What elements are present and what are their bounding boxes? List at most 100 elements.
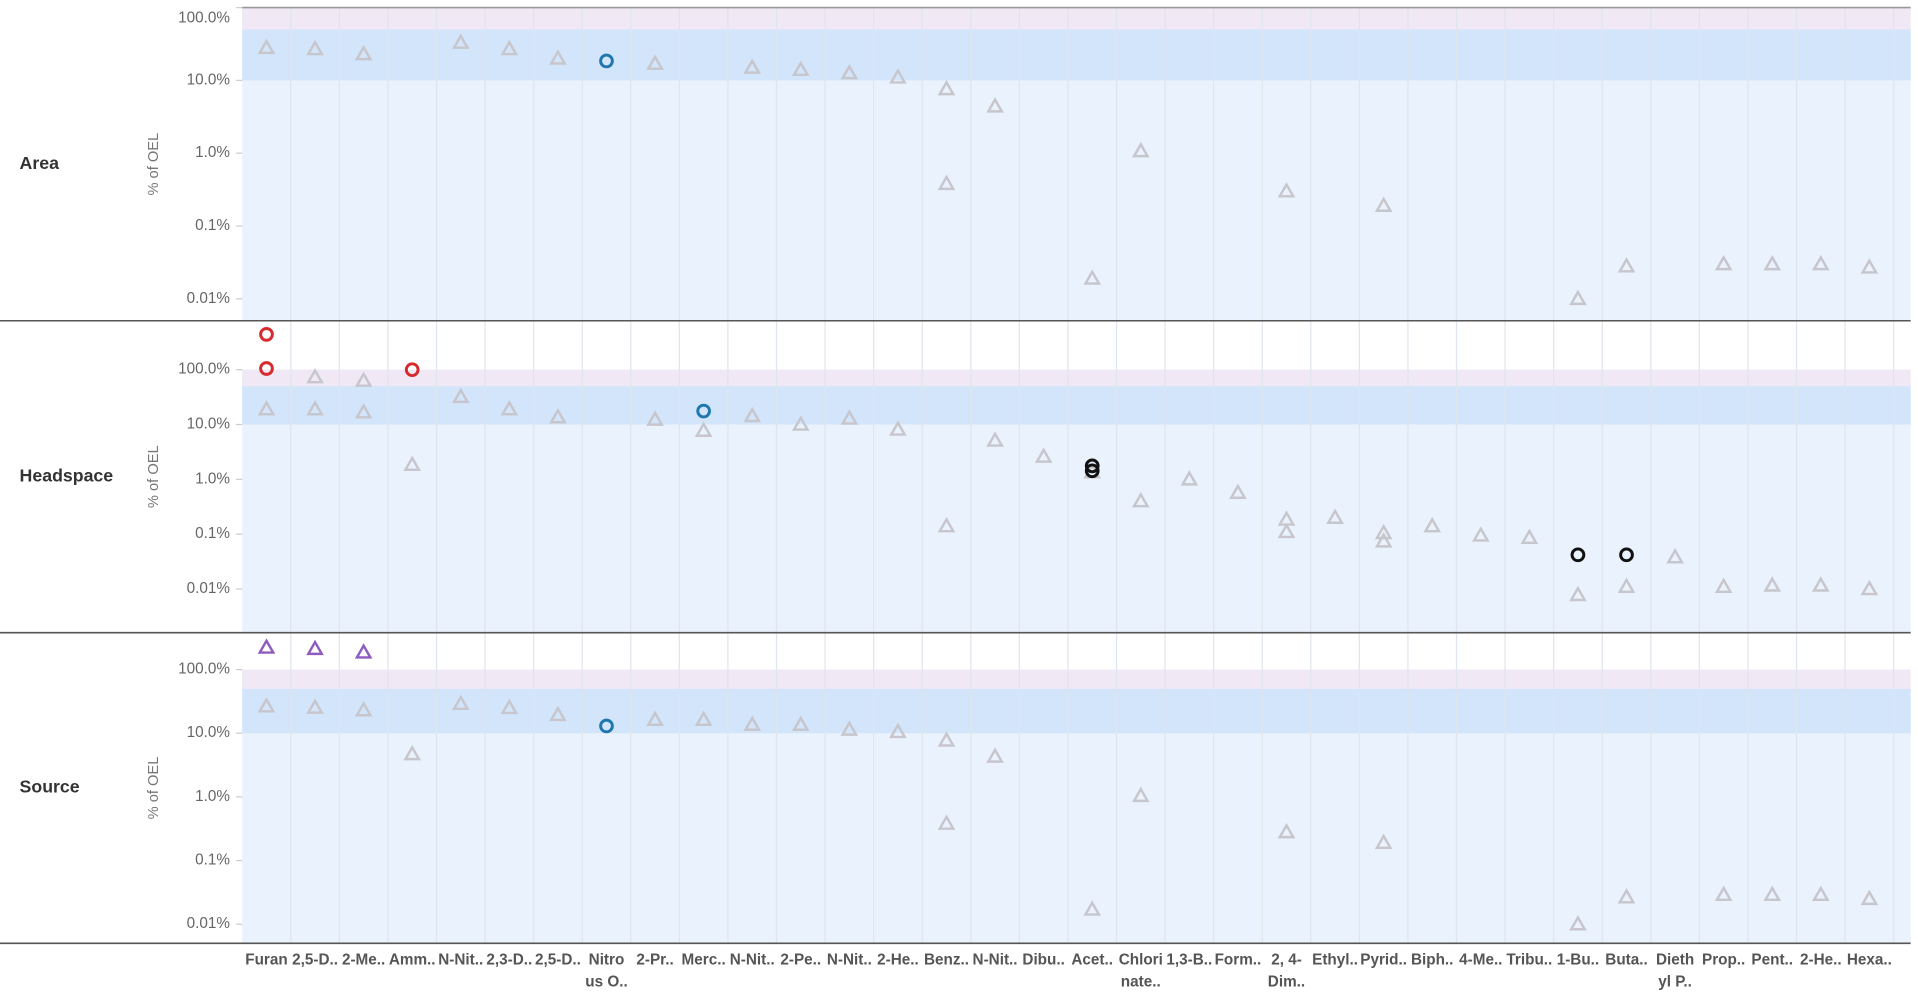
data-point bbox=[1569, 915, 1587, 931]
y-axis-title: % of OEL bbox=[146, 757, 162, 820]
data-point bbox=[694, 710, 713, 726]
y-tick-label: 0.1% bbox=[195, 217, 230, 234]
x-tick-label: N-Nit.. bbox=[973, 952, 1018, 969]
data-point bbox=[694, 421, 713, 437]
data-point bbox=[1034, 447, 1053, 463]
data-point bbox=[1860, 579, 1879, 596]
data-point bbox=[500, 39, 519, 56]
y-axis-title: % of OEL bbox=[146, 133, 162, 196]
data-point bbox=[549, 407, 567, 424]
data-point bbox=[1860, 889, 1879, 906]
data-point bbox=[404, 362, 420, 378]
y-tick-label: 1.0% bbox=[195, 788, 230, 805]
data-point bbox=[1570, 547, 1586, 563]
data-point bbox=[1423, 516, 1442, 533]
data-point bbox=[549, 705, 567, 722]
data-point bbox=[257, 400, 276, 416]
y-tick-label: 0.01% bbox=[187, 580, 231, 597]
x-tick-label: 4-Me.. bbox=[1459, 952, 1502, 969]
y-tick-label: 100.0% bbox=[178, 10, 230, 27]
data-point bbox=[840, 720, 859, 736]
data-point bbox=[306, 367, 324, 384]
data-point bbox=[451, 387, 470, 404]
data-point bbox=[986, 97, 1004, 113]
x-tick-label: Merc.. bbox=[682, 952, 726, 969]
data-point bbox=[1374, 196, 1393, 212]
x-tick-label: 2-He.. bbox=[877, 952, 919, 969]
data-point bbox=[1811, 885, 1830, 902]
data-point bbox=[1617, 577, 1636, 594]
data-point bbox=[937, 79, 956, 96]
x-tick-label: 2,5-D.. bbox=[535, 952, 581, 969]
x-tick-label: Nitro us O.. bbox=[585, 952, 627, 991]
data-point bbox=[257, 697, 276, 713]
x-tick-label: Tribu.. bbox=[1506, 952, 1552, 969]
data-point bbox=[306, 639, 324, 656]
data-point bbox=[354, 44, 373, 61]
x-tick-label: Buta.. bbox=[1605, 952, 1647, 969]
data-point bbox=[1471, 526, 1490, 542]
data-point bbox=[1619, 547, 1634, 563]
threshold-band bbox=[242, 7, 1911, 30]
data-point bbox=[306, 39, 324, 56]
row-label: Source bbox=[20, 777, 80, 797]
data-point bbox=[354, 403, 373, 419]
data-point bbox=[840, 409, 859, 425]
data-point bbox=[259, 327, 274, 342]
y-tick-label: 0.1% bbox=[195, 525, 230, 542]
x-tick-label: Acet.. bbox=[1071, 952, 1113, 969]
data-point bbox=[1084, 458, 1100, 474]
y-tick-label: 10.0% bbox=[187, 71, 231, 88]
data-point bbox=[791, 415, 810, 431]
threshold-band bbox=[242, 29, 1911, 81]
data-point bbox=[1229, 483, 1247, 499]
data-point bbox=[986, 747, 1004, 763]
x-tick-label: Dibu.. bbox=[1022, 952, 1064, 969]
x-tick-label: 2, 4-Dim.. bbox=[1268, 952, 1305, 991]
data-point bbox=[1714, 885, 1733, 902]
x-tick-label: Benz.. bbox=[924, 952, 969, 969]
data-point bbox=[1277, 522, 1296, 539]
x-tick-label: Ethyl.. bbox=[1312, 952, 1358, 969]
data-point bbox=[1811, 576, 1830, 592]
data-point bbox=[696, 403, 711, 419]
data-point bbox=[1374, 523, 1393, 540]
data-point bbox=[986, 431, 1004, 447]
row-label: Area bbox=[20, 153, 60, 173]
data-point bbox=[354, 701, 373, 717]
data-point bbox=[451, 694, 470, 711]
row-label: Headspace bbox=[20, 465, 114, 485]
y-tick-label: 100.0% bbox=[178, 661, 230, 678]
data-point bbox=[354, 643, 373, 659]
data-point bbox=[743, 406, 762, 423]
data-point bbox=[937, 174, 956, 191]
data-point bbox=[743, 58, 762, 74]
data-point bbox=[500, 400, 519, 416]
y-axis-title: % of OEL bbox=[146, 445, 162, 508]
x-tick-label: Hexa.. bbox=[1847, 952, 1892, 969]
y-tick-label: 100.0% bbox=[178, 361, 230, 378]
data-point bbox=[1811, 254, 1830, 271]
data-point bbox=[1714, 577, 1733, 594]
data-point bbox=[1569, 289, 1587, 306]
data-point bbox=[646, 710, 664, 726]
data-point bbox=[1374, 833, 1393, 850]
x-tick-label: N-Nit.. bbox=[730, 952, 775, 969]
x-tick-label: 2-Pe.. bbox=[780, 952, 821, 969]
data-point bbox=[403, 455, 422, 471]
data-point bbox=[646, 54, 664, 70]
data-point bbox=[1084, 463, 1100, 479]
data-point bbox=[1520, 528, 1539, 545]
x-tick-label: Dieth yl P.. bbox=[1656, 952, 1694, 991]
data-point bbox=[1131, 491, 1150, 508]
y-tick-label: 10.0% bbox=[187, 724, 231, 741]
y-tick-label: 1.0% bbox=[195, 144, 230, 161]
x-tick-label: 2,3-D.. bbox=[486, 952, 532, 969]
y-tick-label: 1.0% bbox=[195, 470, 230, 487]
data-point bbox=[937, 814, 956, 830]
x-tick-label: Form.. bbox=[1215, 952, 1262, 969]
data-point bbox=[1569, 585, 1587, 602]
data-point bbox=[306, 400, 324, 416]
y-tick-label: 0.01% bbox=[187, 915, 231, 932]
data-point bbox=[549, 49, 567, 65]
